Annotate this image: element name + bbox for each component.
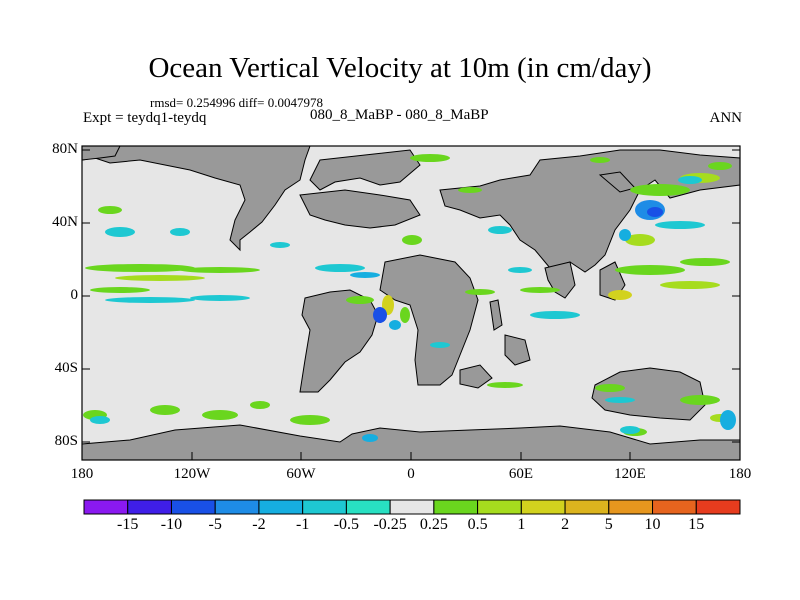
colorbar-swatch	[564, 499, 610, 515]
lat-label-40s: 40S	[54, 360, 78, 376]
colorbar-label: -5	[208, 516, 222, 533]
season-label: ANN	[709, 110, 743, 126]
lat-label-40n: 40N	[52, 214, 78, 230]
land-australia	[591, 367, 706, 421]
colorbar-label: -2	[252, 516, 266, 533]
colorbar-swatch	[170, 499, 216, 515]
colorbar-label: 0.25	[419, 516, 448, 533]
colorbar-label: 5	[604, 516, 613, 533]
colorbar-label: 15	[688, 516, 705, 533]
stats-label: rmsd= 0.254996 diff= 0.0047978	[150, 95, 323, 110]
lat-label-0: 0	[70, 287, 79, 303]
colorbar-label: -0.5	[333, 516, 360, 533]
colorbar-swatch	[302, 499, 347, 515]
colorbar-swatch	[83, 499, 129, 515]
colorbar-label: -1	[295, 516, 310, 533]
land-africa	[379, 254, 479, 386]
land-greenland	[309, 149, 421, 191]
colorbar-swatch	[389, 499, 435, 515]
colorbar-swatch	[652, 499, 697, 515]
land-south-america	[299, 289, 379, 393]
colorbar-swatch	[477, 499, 522, 515]
lon-label-120e: 120E	[614, 466, 646, 482]
colorbar-swatch	[127, 499, 172, 515]
land-europe-west	[299, 189, 421, 229]
land-india	[544, 261, 576, 299]
colorbar-label: 1	[517, 516, 526, 533]
lon-label-60e: 60E	[508, 466, 534, 482]
lat-label-80n: 80N	[52, 141, 78, 157]
colorbar-swatch	[345, 499, 391, 515]
land-south-pacific-island	[459, 364, 493, 389]
colorbar-swatch	[433, 499, 479, 515]
colorbar-label: 2	[561, 516, 570, 533]
land-southern-island	[504, 334, 531, 366]
lon-ticks	[81, 452, 741, 460]
colorbar-swatch	[608, 499, 654, 515]
colorbar-swatch	[695, 499, 741, 515]
land-madagascar	[489, 299, 503, 331]
lon-label-180e: 180	[728, 466, 752, 482]
lon-label-180w: 180	[70, 466, 94, 482]
lon-label-120w: 120W	[173, 466, 211, 482]
colorbar-swatch	[214, 499, 260, 515]
colorbar-label: -0.25	[373, 516, 407, 533]
land-masses	[81, 145, 741, 461]
colorbar-label: -10	[160, 516, 183, 533]
colorbar	[83, 499, 741, 515]
lon-label-0: 0	[407, 466, 415, 482]
experiment-label: Expt = teydq1-teydq	[83, 110, 207, 126]
lat-ticks	[82, 149, 740, 443]
plot-title: Ocean Vertical Velocity at 10m (in cm/da…	[148, 52, 652, 84]
lat-label-80s: 80S	[54, 433, 78, 449]
colorbar-label: 10	[644, 516, 661, 533]
land-antarctica	[81, 424, 741, 461]
negative-anomalies	[90, 176, 736, 442]
land-europe-asia	[439, 149, 741, 273]
colorbar-label: 0.5	[467, 516, 488, 533]
lon-label-60w: 60W	[286, 466, 316, 482]
case-label: 080_8_MaBP - 080_8_MaBP	[310, 107, 489, 123]
colorbar-swatch	[258, 499, 304, 515]
colorbar-label: -15	[117, 516, 139, 533]
land-north-america	[81, 145, 311, 252]
colorbar-swatch	[520, 499, 566, 515]
positive-anomalies	[83, 154, 732, 436]
